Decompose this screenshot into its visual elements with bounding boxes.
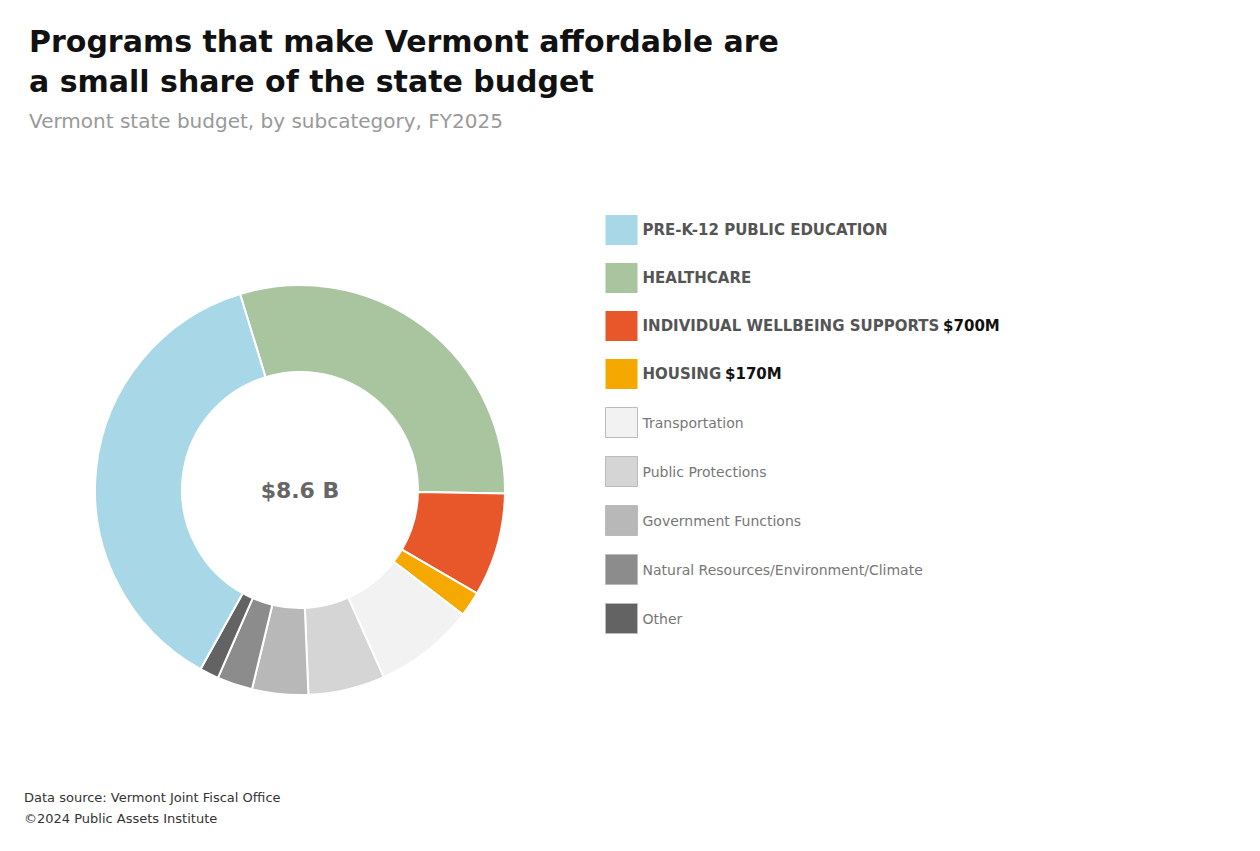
svg-text:a small share of the state bud: a small share of the state budget [29, 64, 594, 99]
svg-text:PRE-K-12 PUBLIC EDUCATION: PRE-K-12 PUBLIC EDUCATION [643, 221, 888, 239]
svg-text:$700M: $700M [943, 317, 1000, 335]
svg-text:$170M: $170M [725, 365, 782, 383]
svg-text:$8.6 B: $8.6 B [261, 478, 340, 503]
svg-text:HOUSING: HOUSING [643, 365, 722, 383]
svg-text:Data source: Vermont Joint Fis: Data source: Vermont Joint Fiscal Office [24, 790, 281, 805]
svg-text:Transportation: Transportation [642, 415, 744, 431]
svg-text:Public Protections: Public Protections [643, 464, 767, 480]
svg-text:Vermont state budget, by subca: Vermont state budget, by subcategory, FY… [29, 109, 503, 133]
svg-text:Other: Other [643, 611, 683, 627]
svg-text:Natural Resources/Environment/: Natural Resources/Environment/Climate [643, 562, 923, 578]
svg-text:Programs that make Vermont aff: Programs that make Vermont affordable ar… [29, 24, 779, 59]
svg-text:HEALTHCARE: HEALTHCARE [643, 269, 752, 287]
svg-text:Government Functions: Government Functions [643, 513, 802, 529]
svg-text:©2024 Public Assets Institute: ©2024 Public Assets Institute [24, 811, 217, 826]
svg-text:INDIVIDUAL WELLBEING SUPPORTS: INDIVIDUAL WELLBEING SUPPORTS [643, 317, 940, 335]
